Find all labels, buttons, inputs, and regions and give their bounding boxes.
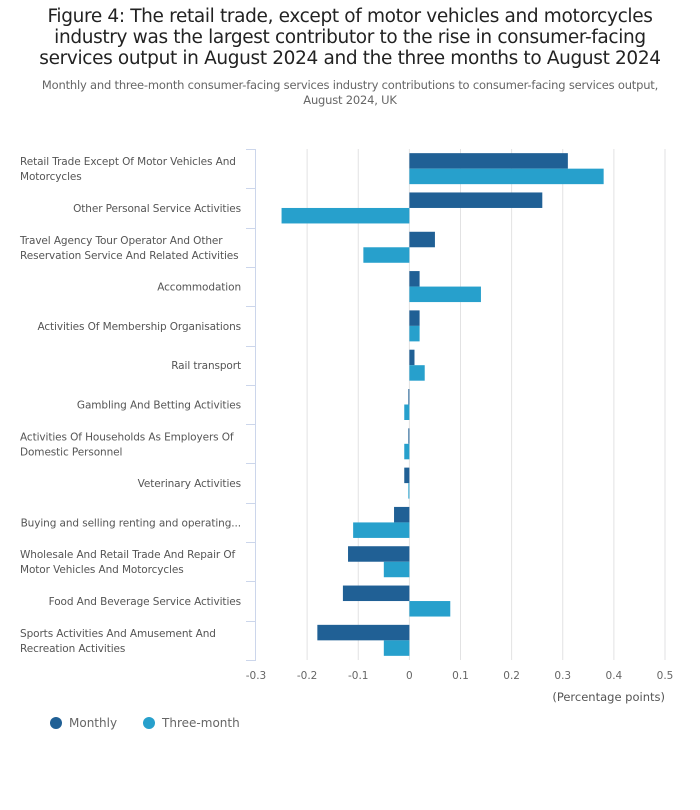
bar-monthly[interactable]	[342, 585, 410, 602]
category-label: Retail Trade Except Of Motor Vehicles An…	[20, 156, 236, 183]
category-label: Travel Agency Tour Operator And Other Res…	[19, 235, 239, 262]
legend-item-monthly[interactable]: Monthly	[50, 716, 117, 730]
legend-item-three-month[interactable]: Three-month	[143, 716, 240, 730]
bar-monthly[interactable]	[394, 506, 410, 523]
bar-three-month[interactable]	[404, 443, 410, 460]
bar-three-month[interactable]	[408, 483, 410, 499]
bar-three-month[interactable]	[409, 365, 425, 381]
bar-monthly[interactable]	[409, 349, 415, 366]
x-tick-label: 0.4	[606, 670, 623, 682]
x-tick-label: 0	[406, 670, 413, 682]
x-tick-label: 0.3	[554, 670, 571, 682]
category-label: Activities Of Membership Organisations	[37, 321, 241, 333]
bar-monthly[interactable]	[408, 389, 410, 405]
bar-three-month[interactable]	[409, 286, 481, 303]
category-label: Accommodation	[157, 282, 241, 294]
x-tick-label: -0.3	[246, 670, 267, 682]
category-label: Gambling And Betting Activities	[77, 400, 241, 412]
gridlines	[306, 149, 666, 660]
bar-monthly[interactable]	[404, 467, 410, 484]
bar-monthly[interactable]	[409, 310, 420, 326]
bar-three-month[interactable]	[281, 207, 410, 224]
bar-three-month[interactable]	[363, 247, 410, 263]
x-tick-label: -0.1	[348, 670, 369, 682]
legend-label-monthly: Monthly	[69, 716, 118, 730]
bar-three-month[interactable]	[409, 325, 420, 342]
x-axis-title: (Percentage points)	[552, 690, 665, 704]
x-tick-label: 0.2	[503, 670, 520, 682]
bar-three-month[interactable]	[383, 640, 410, 656]
bar-monthly[interactable]	[409, 271, 420, 287]
chart-title: Figure 4: The retail trade, except of mo…	[39, 6, 661, 69]
bar-three-month[interactable]	[409, 601, 451, 617]
category-label: Rail transport	[171, 360, 241, 372]
category-label: Other Personal Service Activities	[73, 203, 241, 215]
category-label: Veterinary Activities	[138, 478, 241, 490]
chart-subtitle: Monthly and three-month consumer-facing …	[41, 78, 659, 107]
category-label: Activities Of Households As Employers Of…	[20, 431, 234, 458]
bar-monthly[interactable]	[408, 428, 410, 444]
bar-monthly[interactable]	[317, 624, 410, 641]
bar-three-month[interactable]	[383, 561, 410, 578]
legend-dot-monthly-icon	[50, 717, 62, 729]
bars	[281, 153, 604, 656]
bar-three-month[interactable]	[404, 404, 410, 421]
bar-three-month[interactable]	[409, 168, 604, 185]
x-tick-labels: -0.3 -0.2 -0.1 0 0.1 0.2 0.3 0.4 0.5	[246, 670, 674, 682]
category-labels: Retail Trade Except Of Motor Vehicles An…	[19, 156, 241, 655]
legend-label-three-month: Three-month	[162, 716, 240, 730]
y-axis	[246, 149, 256, 661]
category-label: Buying and selling renting and operating…	[21, 517, 241, 529]
bar-monthly[interactable]	[409, 192, 543, 208]
category-label: Sports Activities And Amusement And Recre…	[20, 628, 216, 655]
legend-dot-three-month-icon	[143, 717, 156, 729]
bar-monthly[interactable]	[409, 153, 568, 169]
bar-monthly[interactable]	[348, 546, 410, 562]
bar-monthly[interactable]	[409, 231, 435, 248]
legend: Monthly Three-month	[50, 716, 266, 730]
x-tick-label: 0.1	[452, 670, 469, 682]
x-tick-label: -0.2	[297, 670, 318, 682]
category-label: Food And Beverage Service Activities	[49, 596, 241, 608]
bar-three-month[interactable]	[353, 522, 410, 538]
category-label: Wholesale And Retail Trade And Repair Of…	[20, 549, 236, 576]
x-tick-label: 0.5	[657, 670, 674, 682]
